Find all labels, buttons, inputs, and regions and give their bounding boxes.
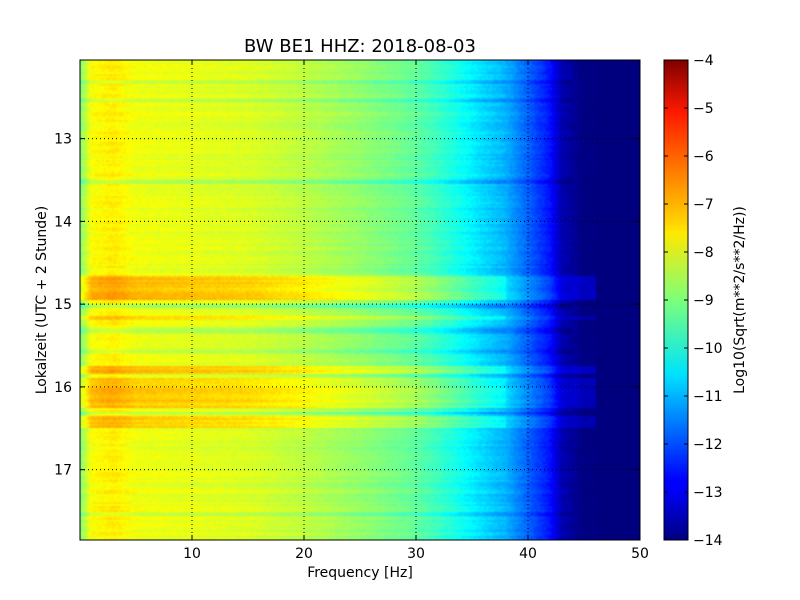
- colorbar-label: Log10(Sqrt(m**2/s**2/Hz)): [732, 206, 748, 394]
- x-axis-ticks: 10 20 30 40 50: [183, 60, 649, 562]
- y-axis-ticks: 13 14 15 16 17: [54, 132, 640, 479]
- y-tick-label: 16: [54, 380, 72, 396]
- y-tick-label: 17: [54, 463, 72, 479]
- colorbar-tick-label: −9: [693, 293, 714, 309]
- chart-title: BW BE1 HHZ: 2018-08-03: [244, 36, 476, 57]
- colorbar-tick-label: −13: [693, 485, 723, 501]
- plot-frame: [79, 59, 641, 541]
- x-axis-label: Frequency [Hz]: [307, 565, 413, 581]
- colorbar-tick-label: −11: [693, 389, 723, 405]
- colorbar-tick-label: −7: [693, 197, 714, 213]
- colorbar-ticks: −4 −5 −6 −7 −8 −9 −10 −11 −12 −13 −14: [664, 53, 723, 549]
- x-tick-label: 30: [407, 546, 425, 562]
- y-tick-label: 13: [54, 132, 72, 148]
- spectrogram-heatmap: [80, 60, 640, 540]
- y-axis-label: Lokalzeit (UTC + 2 Stunde): [34, 206, 50, 395]
- y-tick-label: 15: [54, 297, 72, 313]
- colorbar-tick-label: −14: [693, 533, 723, 549]
- x-tick-label: 20: [295, 546, 313, 562]
- colorbar-tick-label: −4: [693, 53, 714, 69]
- x-tick-label: 50: [631, 546, 649, 562]
- colorbar-tick-label: −8: [693, 245, 714, 261]
- y-tick-label: 14: [54, 214, 72, 230]
- colorbar-tick-label: −12: [693, 437, 723, 453]
- colorbar-tick-label: −6: [693, 149, 714, 165]
- grid-lines: [80, 60, 640, 540]
- colorbar-tick-label: −5: [693, 101, 714, 117]
- colorbar-tick-label: −10: [693, 341, 723, 357]
- x-tick-label: 10: [183, 546, 201, 562]
- x-tick-label: 40: [519, 546, 537, 562]
